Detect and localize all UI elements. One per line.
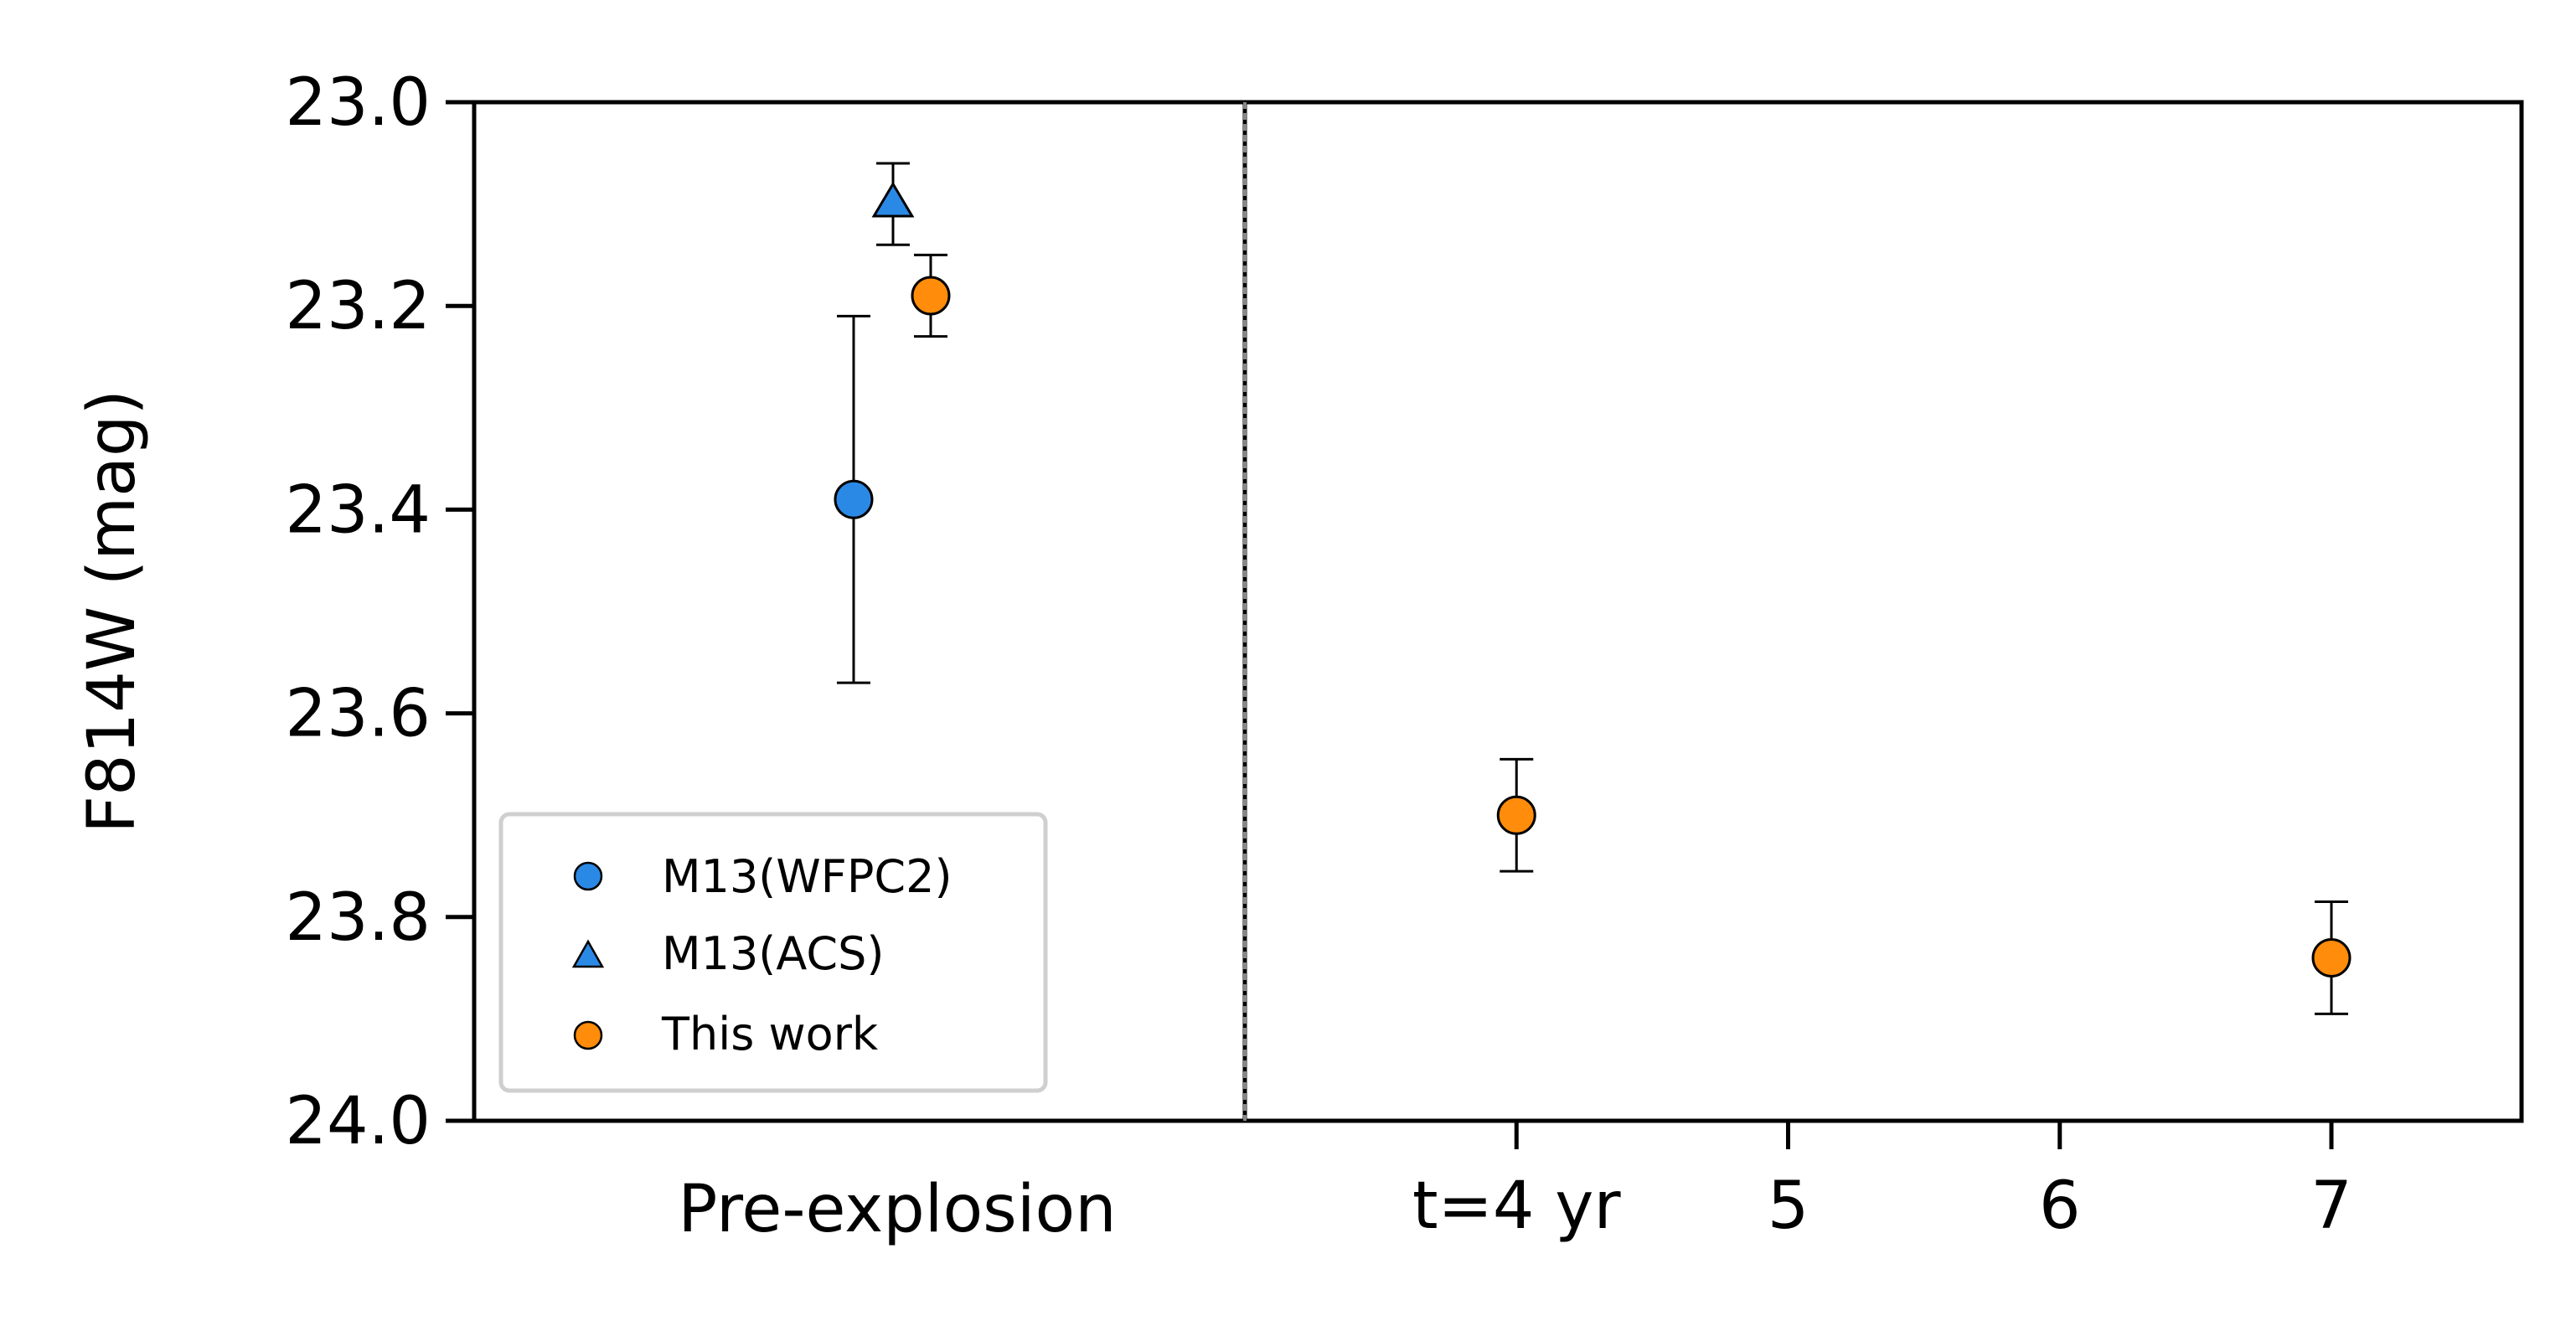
y-tick-label: 23.8 (285, 880, 431, 956)
data-point-this-work (1496, 795, 1536, 835)
y-tick-label: 23.4 (285, 472, 431, 548)
legend-label-acs: M13(ACS) (662, 927, 884, 980)
y-tick-label: 24.0 (285, 1084, 431, 1159)
plot-frame-right (1242, 100, 2524, 1123)
data-marks (834, 162, 2351, 1015)
legend-entry-wfpc2: M13(WFPC2) (573, 850, 952, 903)
x-category-label-pre-explosion: Pre-explosion (678, 1172, 1116, 1247)
x-tick-label: t=4 yr (1412, 1169, 1622, 1244)
y-ticks: 23.0 23.2 23.4 23.6 23.8 24.0 (285, 65, 474, 1159)
legend-entry-acs: M13(ACS) (571, 927, 884, 980)
legend-marker-wfpc2 (573, 861, 603, 891)
legend-box (498, 812, 1048, 1093)
data-point-m13-wfpc2 (834, 479, 874, 519)
y-tick-label: 23.6 (285, 677, 431, 752)
legend-label-wfpc2: M13(WFPC2) (662, 850, 952, 903)
legend: M13(WFPC2) M13(ACS) This work (498, 812, 1048, 1093)
y-tick-label: 23.2 (285, 269, 431, 344)
y-tick-label: 23.0 (285, 65, 431, 141)
legend-entry-this-work: This work (573, 1008, 879, 1060)
data-point-this-work (911, 276, 951, 316)
x-tick-label: 7 (2310, 1169, 2352, 1244)
x-ticks: t=4 yr 5 6 7 (1412, 1121, 2352, 1244)
data-point-this-work (2311, 937, 2351, 978)
legend-label-this-work: This work (661, 1008, 879, 1060)
data-point-m13-acs (871, 181, 915, 218)
y-axis-label: F814W (mag) (75, 390, 150, 833)
x-tick-label: 5 (1768, 1169, 1809, 1244)
legend-marker-acs (571, 939, 605, 968)
x-tick-label: 6 (2039, 1169, 2081, 1244)
legend-marker-this-work (573, 1020, 603, 1050)
